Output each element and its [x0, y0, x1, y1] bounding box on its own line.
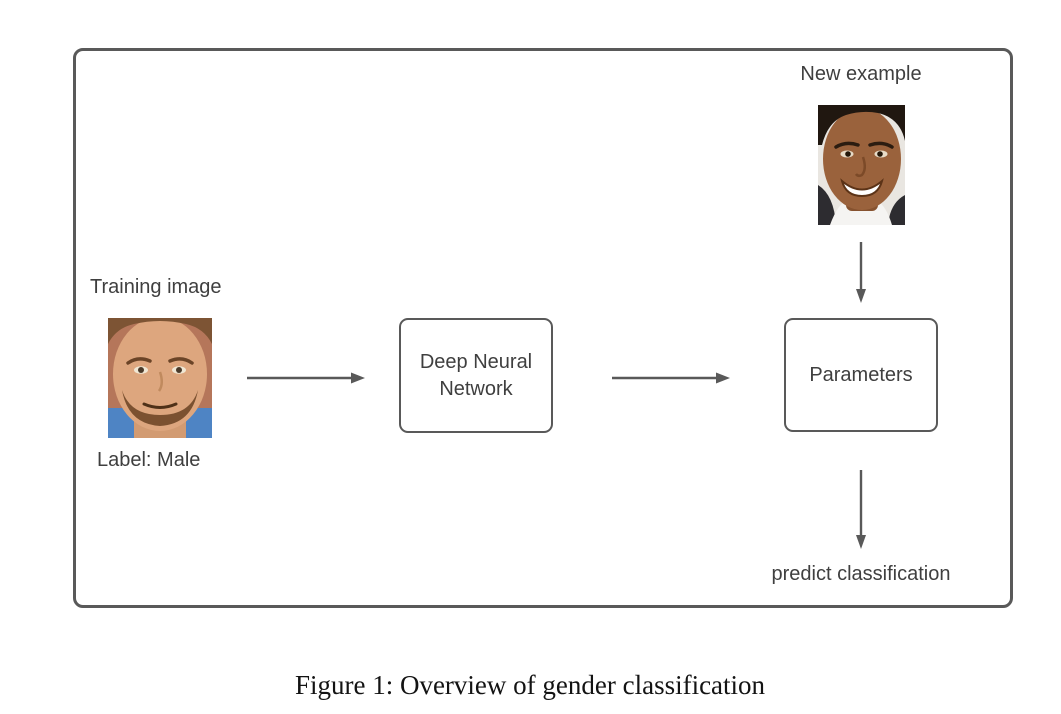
new-example-face-illustration — [818, 105, 905, 225]
training-face-illustration — [108, 318, 212, 438]
figure-caption: Figure 1: Overview of gender classificat… — [294, 670, 766, 700]
deep-neural-network-label: Deep Neural Network — [419, 350, 533, 400]
parameters-node: Parameters — [784, 318, 938, 432]
arrow-dnn-to-parameters — [612, 372, 730, 384]
deep-neural-network-node: Deep Neural Network — [399, 318, 553, 433]
training-label-male: Label: Male — [97, 449, 201, 471]
arrow-new-example-to-parameters — [856, 242, 866, 303]
new-example-face-photo — [818, 105, 905, 225]
arrow-parameters-to-predict — [856, 470, 866, 549]
arrow-training-to-dnn — [247, 372, 365, 384]
training-image-label: Training image — [90, 276, 222, 298]
parameters-label: Parameters — [809, 363, 913, 386]
diagram-frame: New example — [73, 48, 1013, 608]
new-example-label: New example — [800, 63, 922, 85]
training-face-photo — [108, 318, 212, 438]
predict-classification-label: predict classification — [771, 563, 951, 585]
